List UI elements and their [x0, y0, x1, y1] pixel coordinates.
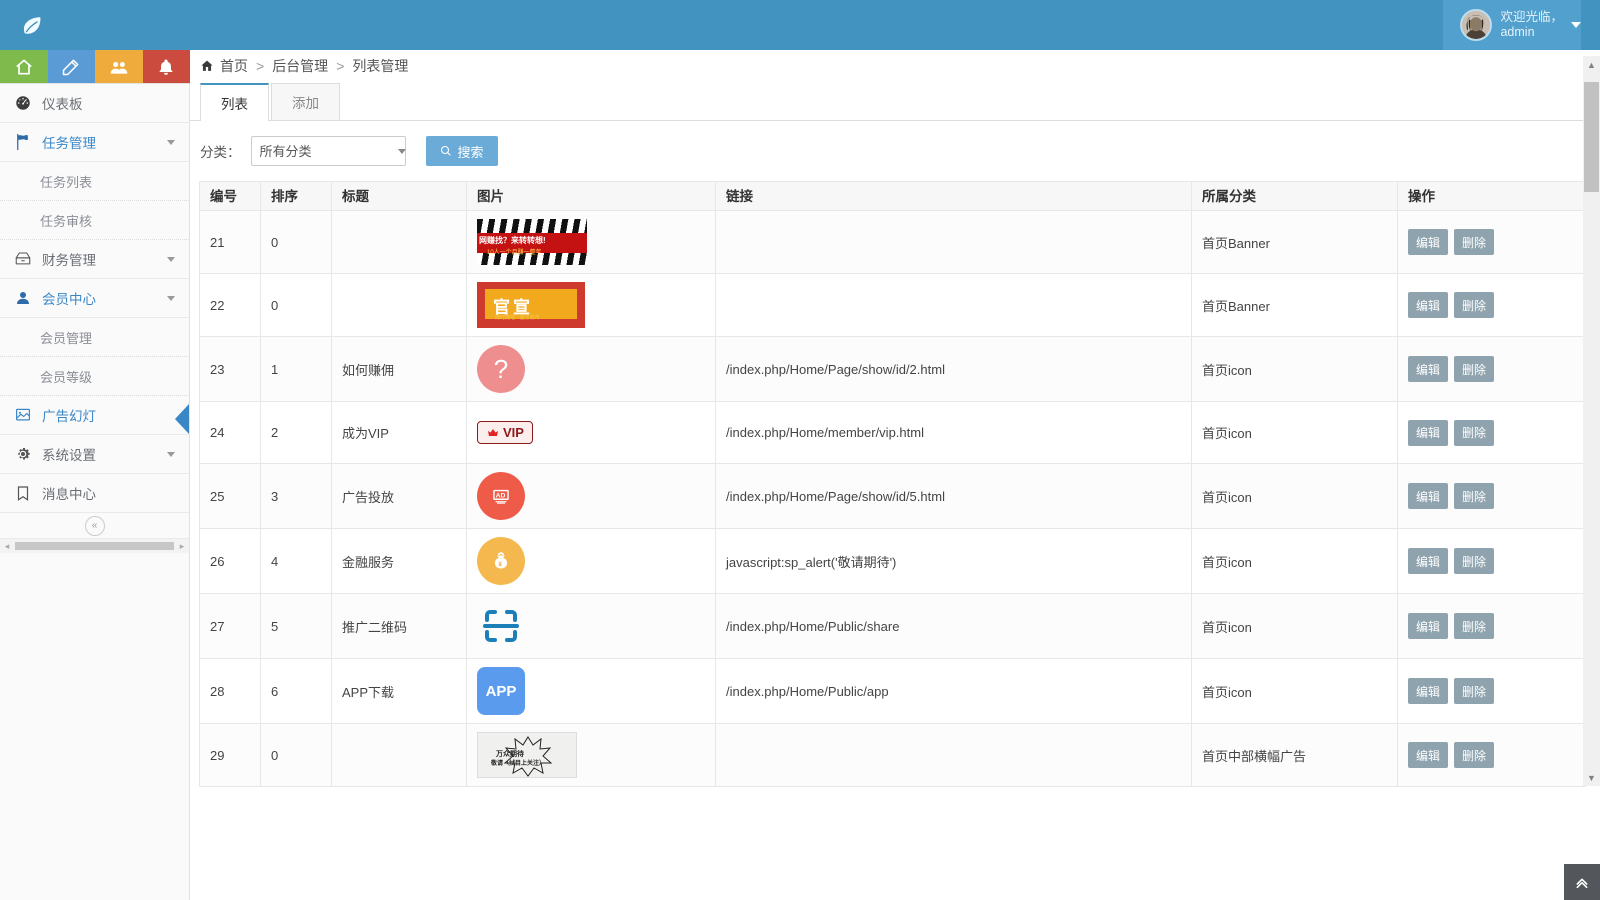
svg-text:AD: AD: [496, 493, 506, 500]
svg-text:¥: ¥: [498, 561, 502, 568]
